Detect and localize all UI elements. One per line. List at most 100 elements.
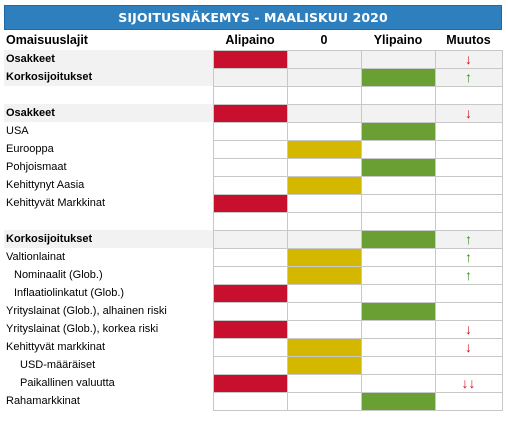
under-weight-cell (212, 139, 288, 159)
neutral-weight-cell (286, 157, 362, 177)
change-cell (434, 211, 503, 231)
neutral-weight-cell (286, 391, 362, 411)
table-row: Osakkeet ↓ (4, 49, 503, 69)
neutral-weight-cell (286, 121, 362, 141)
table-row: Yrityslainat (Glob.), alhainen riski (4, 301, 503, 321)
table-row: Eurooppa (4, 139, 503, 159)
asset-class-label: Osakkeet (4, 104, 213, 122)
over-weight-cell (360, 229, 436, 249)
neutral-weight-cell (286, 103, 362, 123)
table-row: Paikallinen valuutta ↓↓ (4, 373, 503, 393)
over-weight-cell (360, 283, 436, 303)
asset-class-label (4, 212, 213, 230)
under-weight-cell (212, 121, 288, 141)
neutral-weight-cell (286, 265, 362, 285)
over-weight-cell (360, 373, 436, 393)
arrow-up-icon: ↑ (465, 69, 472, 85)
under-weight-cell (212, 229, 288, 249)
under-weight-cell (212, 337, 288, 357)
over-weight-cell (360, 391, 436, 411)
asset-class-label: Valtionlainat (6, 251, 66, 263)
over-weight-cell (360, 121, 436, 141)
change-cell (434, 175, 503, 195)
under-weight-cell (212, 193, 288, 213)
under-weight-cell (212, 319, 288, 339)
under-weight-cell (212, 301, 288, 321)
asset-class-label: Nominaalit (Glob.) (14, 269, 103, 281)
over-weight-cell (360, 157, 436, 177)
change-cell (434, 121, 503, 141)
neutral-weight-cell (286, 49, 362, 69)
over-weight-cell (360, 247, 436, 267)
table-row: Kehittynyt Aasia (4, 175, 503, 195)
under-weight-cell (212, 49, 288, 69)
over-weight-cell (360, 265, 436, 285)
change-cell (434, 283, 503, 303)
neutral-weight-cell (286, 319, 362, 339)
change-cell: ↑ (434, 229, 503, 249)
neutral-weight-cell (286, 337, 362, 357)
allocation-table: Omaisuuslajit Alipaino 0 Ylipaino Muutos… (4, 30, 503, 411)
asset-class-label: Korkosijoitukset (4, 68, 213, 86)
asset-class-label: Yrityslainat (Glob.), alhainen riski (6, 305, 167, 317)
header-overweight: Ylipaino (373, 32, 423, 47)
arrow-up-icon: ↑ (465, 267, 472, 283)
asset-class-label (4, 86, 213, 104)
table-row: Valtionlainat ↑ (4, 247, 503, 267)
under-weight-cell (212, 175, 288, 195)
asset-class-label: Osakkeet (4, 50, 213, 68)
over-weight-cell (360, 337, 436, 357)
change-cell: ↑ (434, 265, 503, 285)
change-cell (434, 157, 503, 177)
spacer-row (4, 211, 503, 231)
neutral-weight-cell (286, 247, 362, 267)
header-row: Omaisuuslajit Alipaino 0 Ylipaino Muutos (4, 30, 502, 50)
neutral-weight-cell (286, 85, 362, 105)
neutral-weight-cell (286, 193, 362, 213)
change-cell: ↓↓ (434, 373, 503, 393)
asset-class-label: Korkosijoitukset (4, 230, 213, 248)
spacer-row (4, 85, 503, 105)
change-cell (434, 193, 503, 213)
page-title: SIJOITUSNÄKEMYS - MAALISKUU 2020 (4, 5, 502, 30)
arrow-down-icon: ↓ (465, 339, 472, 355)
table-row: Kehittyvät markkinat ↓ (4, 337, 503, 357)
under-weight-cell (212, 373, 288, 393)
asset-class-label: USD-määräiset (20, 359, 96, 371)
table-row: Osakkeet ↓ (4, 103, 503, 123)
over-weight-cell (360, 67, 436, 87)
over-weight-cell (360, 175, 436, 195)
under-weight-cell (212, 247, 288, 267)
table-row: USA (4, 121, 503, 141)
neutral-weight-cell (286, 175, 362, 195)
change-cell: ↑ (434, 67, 503, 87)
asset-class-label: Paikallinen valuutta (20, 377, 115, 389)
neutral-weight-cell (286, 211, 362, 231)
header-change: Muutos (446, 32, 491, 47)
under-weight-cell (212, 157, 288, 177)
change-cell (434, 85, 503, 105)
change-cell: ↓ (434, 103, 503, 123)
asset-class-label: Inflaatiolinkatut (Glob.) (14, 287, 125, 299)
change-cell: ↑ (434, 247, 503, 267)
arrow-down-icon: ↓ (465, 51, 472, 67)
table-row: Nominaalit (Glob.) ↑ (4, 265, 503, 285)
change-cell: ↓ (434, 337, 503, 357)
over-weight-cell (360, 319, 436, 339)
neutral-weight-cell (286, 67, 362, 87)
neutral-weight-cell (286, 373, 362, 393)
neutral-weight-cell (286, 355, 362, 375)
header-neutral: 0 (320, 32, 328, 47)
asset-class-label: USA (6, 125, 29, 137)
under-weight-cell (212, 85, 288, 105)
asset-class-label: Rahamarkkinat (6, 395, 80, 407)
over-weight-cell (360, 301, 436, 321)
table-row: Yrityslainat (Glob.), korkea riski ↓ (4, 319, 503, 339)
arrow-down-icon: ↓↓ (461, 375, 476, 391)
under-weight-cell (212, 283, 288, 303)
header-asset-class: Omaisuuslajit (6, 33, 88, 47)
allocation-view: SIJOITUSNÄKEMYS - MAALISKUU 2020 Omaisuu… (4, 5, 503, 411)
table-row: Rahamarkkinat (4, 391, 503, 411)
arrow-up-icon: ↑ (465, 249, 472, 265)
over-weight-cell (360, 211, 436, 231)
